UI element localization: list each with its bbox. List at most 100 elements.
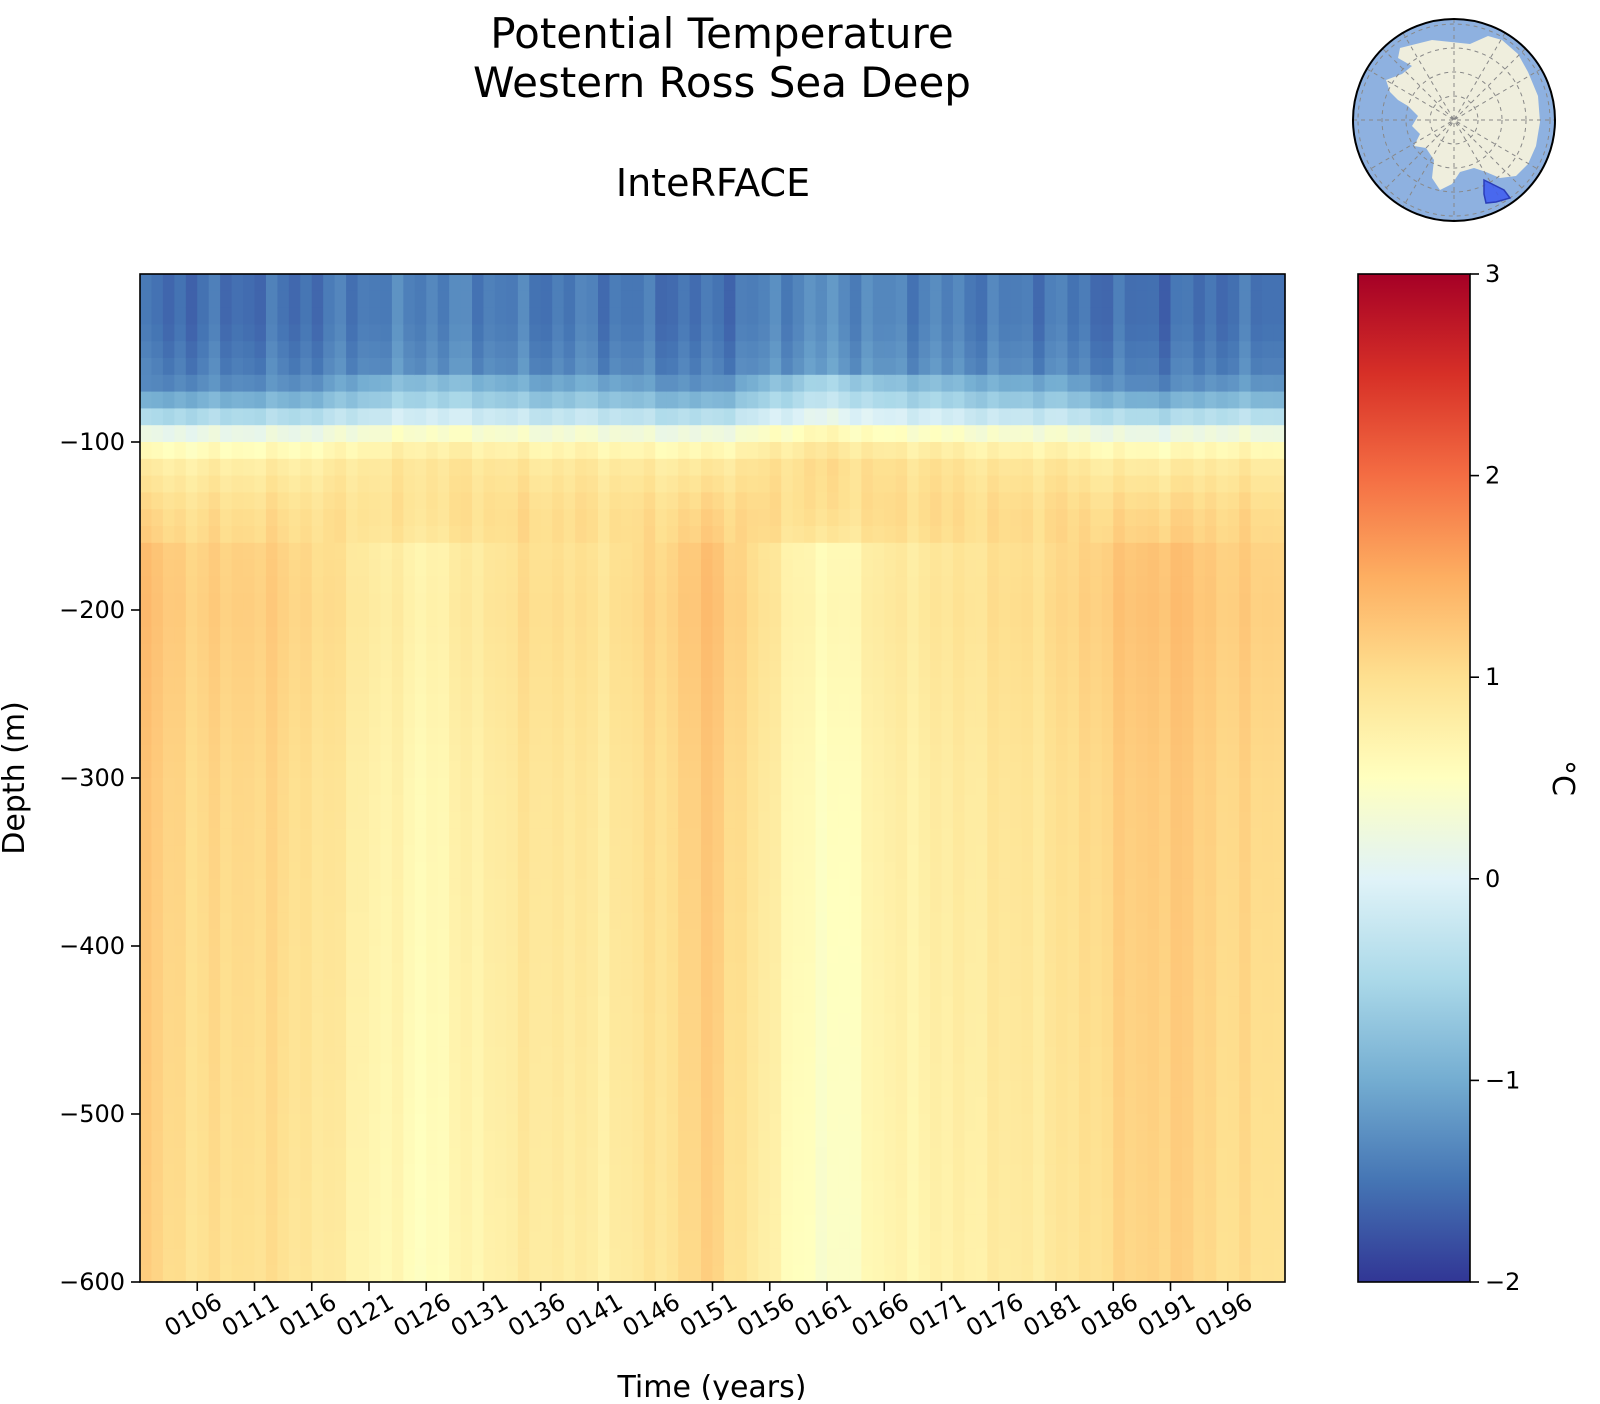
heatmap-cell [941,1030,954,1048]
heatmap-cell [460,324,473,342]
heatmap-cell [632,1080,645,1098]
heatmap-cell [426,929,439,947]
heatmap-cell [678,358,691,376]
heatmap-cell [517,778,530,796]
heatmap-cell [723,374,736,393]
heatmap-cell [678,1097,691,1115]
heatmap-cell [277,542,290,561]
heatmap-cell [1067,542,1080,561]
heatmap-cell [746,996,759,1014]
heatmap-cell [689,593,702,611]
heatmap-cell [849,1147,862,1165]
heatmap-cell [346,962,359,981]
heatmap-cell [563,778,576,796]
heatmap-cell [1044,643,1057,661]
heatmap-cell [575,694,588,712]
heatmap-cell [426,509,439,527]
heatmap-cell [403,1046,416,1065]
heatmap-cell [311,1046,324,1065]
heatmap-cell [987,425,1000,443]
heatmap-cell [277,778,290,796]
heatmap-cell [494,1130,507,1149]
heatmap-cell [804,1181,817,1199]
heatmap-cell [277,677,290,695]
heatmap-cell [598,626,611,645]
heatmap-cell [849,979,862,997]
heatmap-cell [494,593,507,611]
heatmap-cell [1056,1198,1069,1216]
heatmap-cell [426,374,439,393]
heatmap-cell [609,1181,622,1199]
heatmap-cell [517,1030,530,1048]
heatmap-cell [723,442,736,460]
heatmap-cell [517,1097,530,1115]
heatmap-cell [689,1198,702,1216]
heatmap-cell [952,1114,965,1132]
heatmap-cell [598,845,611,863]
heatmap-cell [426,1080,439,1098]
heatmap-cell [689,1063,702,1081]
heatmap-cell [517,1248,530,1266]
heatmap-cell [220,1181,233,1199]
heatmap-cell [369,694,382,712]
heatmap-cell [151,744,164,762]
heatmap-cell [391,912,404,930]
heatmap-cell [930,559,943,577]
heatmap-cell [208,1248,221,1266]
heatmap-cell [197,425,210,443]
heatmap-cell [243,1231,256,1249]
heatmap-cell [437,626,450,645]
heatmap-cell [414,274,427,292]
heatmap-cell [723,542,736,561]
heatmap-cell [231,458,244,477]
heatmap-cell [288,509,301,527]
heatmap-cell [323,794,336,813]
heatmap-cell [758,694,771,712]
heatmap-cell [712,341,725,359]
heatmap-cell [231,1063,244,1081]
heatmap-cell [1056,677,1069,695]
heatmap-cell [1044,526,1057,544]
heatmap-cell [1033,610,1046,628]
heatmap-cell [930,1147,943,1165]
heatmap-cell [151,962,164,981]
heatmap-cell [517,1063,530,1081]
heatmap-cell [781,458,794,477]
heatmap-cell [918,828,931,846]
heatmap-cell [712,845,725,863]
heatmap-cell [197,458,210,477]
heatmap-cell [746,509,759,527]
heatmap-cell [872,1013,885,1031]
heatmap-cell [804,946,817,964]
heatmap-cell [265,610,278,628]
heatmap-cell [403,391,416,409]
heatmap-cell [288,946,301,964]
heatmap-cell [162,1231,175,1249]
heatmap-cell [1056,408,1069,426]
heatmap-cell [884,307,897,325]
heatmap-cell [609,576,622,594]
heatmap-cell [1021,761,1034,779]
heatmap-cell [483,727,496,745]
heatmap-cell [1010,660,1023,678]
heatmap-cell [437,694,450,712]
heatmap-cell [540,761,553,779]
heatmap-cell [769,1164,782,1182]
heatmap-cell [483,1046,496,1065]
heatmap-cell [449,979,462,997]
heatmap-cell [208,324,221,342]
heatmap-cell [815,509,828,527]
heatmap-cell [620,341,633,359]
heatmap-cell [975,727,988,745]
heatmap-cell [586,1198,599,1216]
heatmap-cell [1044,391,1057,409]
heatmap-cell [254,694,267,712]
heatmap-cell [357,727,370,745]
heatmap-cell [678,912,691,930]
heatmap-cell [277,1181,290,1199]
heatmap-cell [563,1097,576,1115]
heatmap-cell [437,996,450,1014]
heatmap-cell [746,1097,759,1115]
heatmap-cell [357,862,370,880]
heatmap-cell [151,542,164,561]
